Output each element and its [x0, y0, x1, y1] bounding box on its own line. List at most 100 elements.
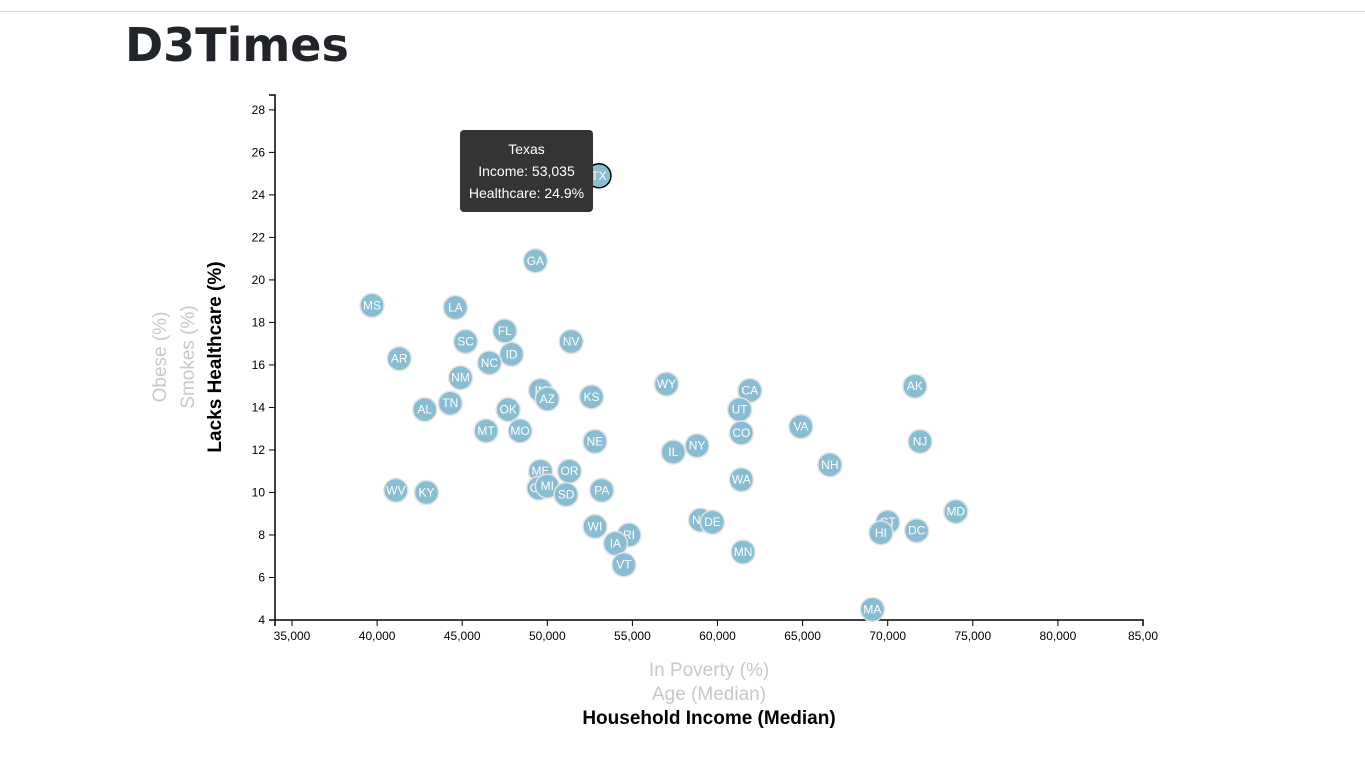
state-label-ga: GA: [527, 254, 544, 268]
state-label-ca: CA: [742, 383, 759, 397]
state-point-nv[interactable]: [558, 328, 584, 355]
y-tick-label: 18: [252, 315, 266, 329]
x-tick-label: 40,000: [359, 629, 396, 643]
y-tick-label: 24: [252, 188, 266, 202]
tooltip-income: Income: 53,035: [478, 163, 575, 179]
state-point-pa[interactable]: [589, 477, 615, 504]
state-point-ne[interactable]: [582, 428, 608, 455]
top-border: [0, 11, 1365, 12]
state-point-wi[interactable]: [582, 513, 608, 540]
x-tick-label: 60,000: [699, 629, 736, 643]
state-label-la: LA: [448, 301, 463, 315]
tooltip-state: Texas: [508, 141, 545, 157]
state-label-wa: WA: [732, 473, 751, 487]
state-label-de: DE: [704, 515, 721, 529]
state-label-id: ID: [506, 347, 518, 361]
state-point-id[interactable]: [498, 341, 525, 368]
state-point-ks[interactable]: [578, 384, 605, 410]
state-label-mo: MO: [510, 424, 529, 438]
state-label-wv: WV: [386, 483, 405, 497]
state-label-mt: MT: [477, 424, 495, 438]
state-label-ok: OK: [499, 403, 516, 417]
state-point-wy[interactable]: [653, 371, 680, 397]
state-point-nc[interactable]: [476, 350, 503, 376]
state-point-al[interactable]: [412, 396, 438, 423]
y-axis: 4 6 8 10 12 14 16 18 20 22 24 26 28: [252, 94, 276, 627]
state-point-ga[interactable]: [522, 248, 549, 274]
state-point-ok[interactable]: [495, 396, 521, 423]
page-title: D3Times: [125, 18, 349, 72]
x-tick-label: 80,000: [1040, 629, 1077, 643]
state-point-tn[interactable]: [437, 390, 464, 416]
y-tick-label: 10: [252, 485, 266, 499]
tooltip-healthcare: Healthcare: 24.9%: [468, 185, 585, 201]
state-label-ma: MA: [863, 602, 881, 616]
y-tick-label: 8: [258, 528, 265, 542]
x-tick-label: 75,000: [954, 629, 991, 643]
data-points: TXGAMSLAFLSCNVARIDNCNMWYAKINCAAZKSTNALOK…: [359, 163, 969, 623]
x-axis-label-2[interactable]: Household Income (Median): [582, 708, 835, 729]
state-point-ak[interactable]: [902, 373, 928, 399]
state-label-mn: MN: [734, 545, 753, 559]
state-point-sc[interactable]: [452, 328, 479, 355]
x-axis-line: [274, 619, 1144, 626]
x-tick-label: 85,00: [1128, 629, 1158, 643]
state-point-sd[interactable]: [553, 481, 579, 508]
x-axis-label-0[interactable]: In Poverty (%): [649, 660, 769, 681]
state-label-nv: NV: [563, 335, 580, 349]
y-axis-label-2[interactable]: Obese (%): [150, 312, 171, 403]
state-label-tx: TX: [591, 169, 606, 183]
x-tick-label: 45,000: [444, 629, 481, 643]
state-point-mo[interactable]: [507, 418, 533, 444]
state-label-ne: NE: [587, 434, 604, 448]
state-point-nj[interactable]: [907, 428, 933, 455]
state-point-co[interactable]: [728, 420, 755, 446]
state-label-tn: TN: [442, 396, 458, 410]
state-point-az[interactable]: [534, 386, 561, 412]
state-label-az: AZ: [540, 392, 555, 406]
y-tick-label: 6: [258, 570, 265, 584]
state-label-ar: AR: [391, 352, 408, 366]
state-label-pa: PA: [594, 483, 609, 497]
state-label-ut: UT: [732, 403, 749, 417]
state-point-ma[interactable]: [859, 596, 886, 623]
state-point-wa[interactable]: [728, 466, 755, 493]
state-point-dc[interactable]: [903, 517, 930, 544]
state-point-va[interactable]: [788, 413, 814, 440]
state-label-ia: IA: [610, 536, 621, 550]
state-label-mi: MI: [541, 479, 554, 493]
state-label-al: AL: [417, 403, 432, 417]
y-axis-label-1[interactable]: Smokes (%): [178, 305, 199, 408]
state-label-fl: FL: [498, 324, 512, 338]
x-axis-label-1[interactable]: Age (Median): [652, 684, 766, 705]
state-label-ky: KY: [418, 485, 434, 499]
state-label-va: VA: [793, 420, 808, 434]
state-point-la[interactable]: [442, 294, 469, 321]
state-label-or: OR: [560, 464, 578, 478]
state-point-mt[interactable]: [473, 418, 499, 444]
state-label-md: MD: [946, 505, 965, 519]
state-point-ar[interactable]: [386, 345, 412, 372]
state-point-ny[interactable]: [684, 432, 710, 459]
state-point-hi[interactable]: [868, 520, 894, 546]
state-point-ms[interactable]: [359, 292, 385, 319]
state-point-mn[interactable]: [730, 539, 756, 565]
state-label-il: IL: [668, 445, 678, 459]
state-label-nh: NH: [821, 458, 838, 472]
state-point-fl[interactable]: [492, 318, 518, 344]
state-label-nc: NC: [481, 356, 499, 370]
y-tick-label: 22: [252, 230, 266, 244]
state-point-ky[interactable]: [413, 479, 440, 506]
state-label-co: CO: [732, 426, 750, 440]
state-point-vt[interactable]: [611, 551, 637, 578]
state-label-ny: NY: [689, 439, 706, 453]
y-axis-label-0[interactable]: Lacks Healthcare (%): [205, 261, 226, 452]
state-point-nm[interactable]: [447, 364, 474, 391]
y-tick-label: 12: [252, 443, 266, 457]
state-point-il[interactable]: [660, 439, 687, 465]
state-point-md[interactable]: [943, 498, 969, 525]
state-point-wv[interactable]: [383, 477, 409, 504]
state-point-de[interactable]: [699, 509, 726, 535]
state-point-nh[interactable]: [817, 452, 843, 478]
y-tick-label: 28: [252, 103, 266, 117]
